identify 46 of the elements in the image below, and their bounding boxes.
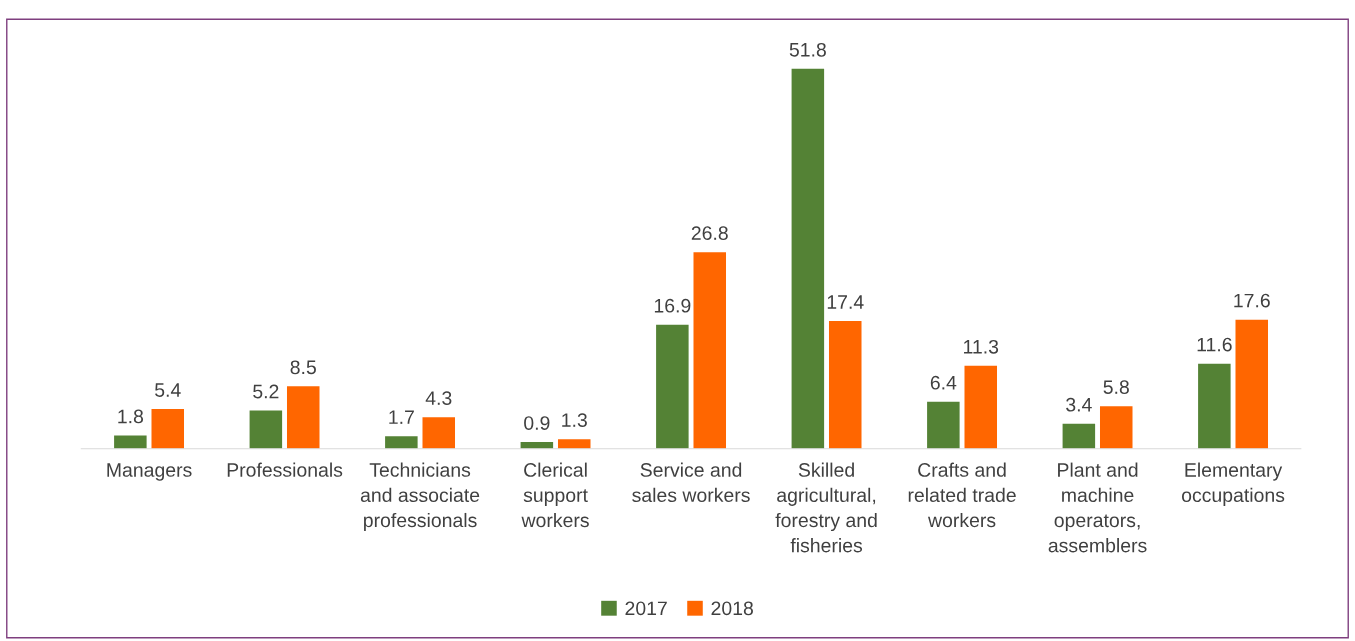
bar	[1198, 363, 1231, 449]
bar	[927, 401, 960, 449]
data-label: 17.6	[1234, 293, 1270, 308]
bar	[286, 386, 320, 449]
x-tick-label: Service and sales workers	[632, 462, 750, 503]
data-label: 51.8	[789, 42, 826, 57]
bar	[1062, 423, 1096, 449]
bar	[964, 365, 998, 449]
data-label: 3.4	[1066, 397, 1092, 412]
legend-label: 2018	[711, 601, 753, 616]
data-label: 6.4	[930, 375, 957, 390]
x-tick-label: Plant and machine operators, assemblers	[1048, 462, 1147, 553]
data-label: 16.9	[654, 298, 691, 313]
bar	[422, 417, 456, 449]
data-label: 5.8	[1103, 380, 1129, 394]
bar	[828, 321, 862, 449]
bar	[249, 410, 283, 449]
data-label: 1.8	[118, 409, 144, 424]
bar	[385, 436, 418, 449]
x-tick-label: Clerical support workers	[521, 462, 589, 528]
x-tick-label: Elementary occupations	[1181, 462, 1285, 506]
data-label: 26.8	[691, 226, 728, 240]
data-label: 17.4	[827, 295, 864, 309]
bar	[151, 409, 185, 449]
data-label: 11.3	[964, 339, 999, 354]
data-label: 8.5	[290, 360, 316, 375]
bar	[1099, 406, 1133, 449]
data-label: 5.2	[253, 384, 279, 399]
data-label: 4.3	[425, 391, 452, 405]
x-tick-label: Technicians and associate professionals	[360, 462, 480, 532]
bar	[557, 439, 591, 449]
x-tick-label: Managers	[107, 463, 192, 481]
data-label: 1.7	[389, 410, 414, 424]
bar	[693, 252, 727, 449]
legend-label: 2017	[625, 601, 667, 616]
bar	[656, 324, 689, 449]
data-label: 11.6	[1197, 337, 1232, 352]
bar	[114, 435, 147, 449]
bar	[791, 68, 825, 449]
x-tick-label: Crafts and related trade workers	[908, 462, 1016, 528]
data-label: 0.9	[524, 416, 550, 430]
data-label: 1.3	[562, 413, 587, 427]
bar	[1235, 319, 1269, 449]
x-tick-label: Professionals	[227, 462, 343, 477]
x-tick-label: Skilled agricultural, forestry and fisheries	[775, 462, 877, 553]
data-label: 5.4	[155, 383, 181, 397]
